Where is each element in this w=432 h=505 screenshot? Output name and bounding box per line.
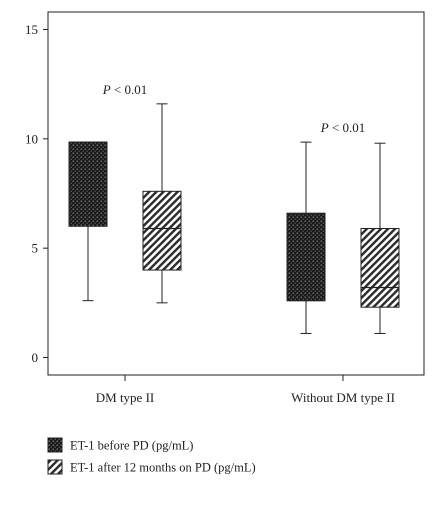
y-tick-label: 0 xyxy=(32,350,39,365)
legend-swatch xyxy=(47,459,63,475)
p-value-text: < 0.01 xyxy=(111,82,148,97)
box-body xyxy=(142,190,182,271)
p-value-text: < 0.01 xyxy=(329,120,366,135)
box-body xyxy=(68,141,108,227)
box-after-12m-pd-without-dm-type-ii xyxy=(360,142,400,334)
x-category-label: Without DM type II xyxy=(291,390,395,405)
box-before-pd-dm-type-ii xyxy=(68,141,108,302)
legend-label: ET-1 after 12 months on PD (pg/mL) xyxy=(70,461,256,475)
box-before-pd-without-dm-type-ii xyxy=(286,141,326,334)
p-value-annotation: P < 0.01 xyxy=(102,82,148,97)
legend-label: ET-1 before PD (pg/mL) xyxy=(70,439,193,453)
box-body xyxy=(286,212,326,302)
legend-entry-after-12m-pd: ET-1 after 12 months on PD (pg/mL) xyxy=(47,459,256,475)
x-category-label: DM type II xyxy=(96,390,155,405)
p-symbol: P xyxy=(320,120,329,135)
legend-swatch xyxy=(47,437,63,453)
box-after-12m-pd-dm-type-ii xyxy=(142,103,182,304)
plot-frame xyxy=(47,11,425,376)
y-tick-label: 5 xyxy=(32,241,39,256)
y-tick-label: 15 xyxy=(25,22,38,37)
y-tick-label: 10 xyxy=(25,131,38,146)
p-symbol: P xyxy=(102,82,111,97)
p-value-annotation: P < 0.01 xyxy=(320,120,366,135)
legend-entry-before-pd: ET-1 before PD (pg/mL) xyxy=(47,437,193,453)
box-body xyxy=(360,227,400,308)
